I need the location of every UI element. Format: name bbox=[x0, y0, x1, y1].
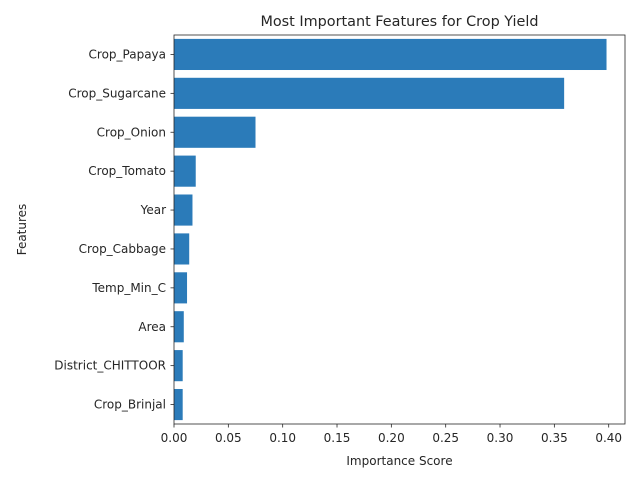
x-axis-ticks: 0.00 0.05 0.10 0.15 0.20 0.25 0.30 0.35 0.40 bbox=[161, 424, 622, 445]
x-tick-label: 0.00 bbox=[161, 431, 188, 445]
y-tick-label: Area bbox=[138, 320, 166, 334]
bar-crop-onion bbox=[174, 116, 256, 148]
y-axis-ticks: Crop_Papaya Crop_Sugarcane Crop_Onion Crop_… bbox=[54, 47, 174, 412]
bar-district-chittoor bbox=[174, 350, 183, 382]
y-tick-label: Crop_Sugarcane bbox=[68, 86, 166, 100]
bar-crop-sugarcane bbox=[174, 77, 565, 109]
y-tick-label: Crop_Onion bbox=[97, 125, 166, 139]
chart-title: Most Important Features for Crop Yield bbox=[260, 14, 538, 30]
y-tick-label: Year bbox=[140, 203, 166, 217]
y-tick-label: Crop_Tomato bbox=[88, 164, 166, 178]
y-tick-label: Crop_Papaya bbox=[89, 47, 166, 61]
x-tick-label: 0.05 bbox=[215, 431, 242, 445]
bar-crop-papaya bbox=[174, 38, 607, 71]
y-tick-label: Crop_Cabbage bbox=[79, 242, 166, 256]
bar-area bbox=[174, 311, 184, 343]
x-tick-label: 0.35 bbox=[541, 431, 568, 445]
x-tick-label: 0.25 bbox=[432, 431, 459, 445]
bar-crop-cabbage bbox=[174, 233, 190, 265]
x-tick-label: 0.30 bbox=[487, 431, 514, 445]
bar-crop-brinjal bbox=[174, 388, 183, 421]
y-tick-label: District_CHITTOOR bbox=[54, 359, 166, 373]
x-tick-label: 0.15 bbox=[324, 431, 351, 445]
bar-year bbox=[174, 194, 193, 226]
bar-temp-min-c bbox=[174, 272, 188, 304]
bar-crop-tomato bbox=[174, 155, 196, 187]
bars-group bbox=[174, 38, 607, 421]
x-axis-title: Importance Score bbox=[346, 454, 452, 468]
x-tick-label: 0.40 bbox=[595, 431, 622, 445]
y-tick-label: Temp_Min_C bbox=[91, 281, 166, 295]
y-tick-label: Crop_Brinjal bbox=[94, 398, 166, 412]
y-axis-title: Features bbox=[15, 204, 29, 256]
x-tick-label: 0.20 bbox=[378, 431, 405, 445]
plot-frame bbox=[173, 34, 626, 425]
x-tick-label: 0.10 bbox=[269, 431, 296, 445]
